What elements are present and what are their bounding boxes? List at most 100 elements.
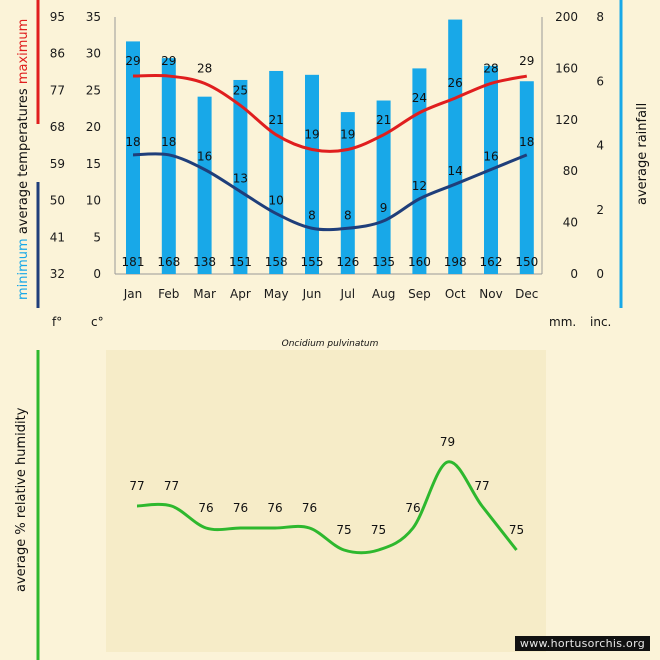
humidity-value-label: 77 xyxy=(129,479,144,493)
rainfall-bar xyxy=(233,79,248,274)
site-watermark: www.hortusorchis.org xyxy=(514,636,650,651)
fahrenheit-tick: 32 xyxy=(50,267,65,281)
celsius-tick: 35 xyxy=(86,10,101,24)
rainfall-value-label: 135 xyxy=(372,255,395,269)
celsius-tick: 20 xyxy=(86,120,101,134)
humidity-value-label: 75 xyxy=(371,523,386,537)
min-temp-value-label: 18 xyxy=(125,135,140,149)
rainfall-bar xyxy=(376,100,391,275)
month-tick: May xyxy=(264,287,289,301)
min-temp-value-label: 9 xyxy=(380,201,388,215)
humidity-panel-background xyxy=(106,350,546,652)
rainfall-value-label: 162 xyxy=(480,255,503,269)
celsius-tick: 10 xyxy=(86,194,101,208)
celsius-unit-label: c° xyxy=(91,315,104,329)
mm-tick: 120 xyxy=(555,113,578,127)
month-tick: Jul xyxy=(340,287,355,301)
max-temp-label: maximum xyxy=(16,19,31,85)
rainfall-bar xyxy=(519,81,534,274)
month-tick: Mar xyxy=(193,287,216,301)
celsius-tick: 0 xyxy=(93,267,101,281)
rainfall-value-label: 126 xyxy=(336,255,359,269)
mm-tick: 80 xyxy=(563,164,578,178)
min-temp-value-label: 18 xyxy=(161,135,176,149)
inch-tick: 6 xyxy=(596,74,604,88)
temperature-axis-title: minimum average temperatures maximum xyxy=(16,19,31,300)
max-temp-value-label: 21 xyxy=(269,113,284,127)
rainfall-bar xyxy=(412,68,427,275)
rainfall-bar xyxy=(448,19,463,274)
mm-tick: 160 xyxy=(555,61,578,75)
top-chart-axes: 0325411050155920682577308635950408012016… xyxy=(50,10,604,301)
inch-tick: 4 xyxy=(596,139,604,153)
humidity-value-label: 76 xyxy=(198,501,213,515)
max-temp-value-label: 28 xyxy=(197,61,212,75)
humidity-value-label: 76 xyxy=(405,501,420,515)
min-temp-value-label: 8 xyxy=(308,208,316,222)
min-temp-value-label: 16 xyxy=(197,150,212,164)
month-tick: Sep xyxy=(408,287,431,301)
humidity-value-label: 77 xyxy=(474,479,489,493)
max-temp-value-label: 29 xyxy=(161,54,176,68)
max-temp-value-label: 19 xyxy=(340,127,355,141)
rainfall-value-label: 158 xyxy=(265,255,288,269)
min-temp-label: minimum xyxy=(16,238,31,300)
humidity-chart: 77 77 76 76 76 76 75 75 76 79 77 75 xyxy=(129,435,524,555)
fahrenheit-tick: 86 xyxy=(50,47,65,61)
rainfall-value-label: 168 xyxy=(157,255,180,269)
month-tick: Nov xyxy=(479,287,502,301)
temperature-lines xyxy=(132,74,528,232)
inch-unit-label: inc. xyxy=(590,315,611,329)
temperature-title: average temperatures xyxy=(16,88,31,234)
rainfall-bar xyxy=(269,70,284,274)
max-temp-value-label: 24 xyxy=(412,91,427,105)
max-temp-value-label: 26 xyxy=(448,76,463,90)
max-temp-value-label: 19 xyxy=(304,127,319,141)
fahrenheit-tick: 68 xyxy=(50,120,65,134)
min-temp-value-label: 10 xyxy=(269,194,284,208)
min-temp-value-label: 12 xyxy=(412,179,427,193)
mm-tick: 200 xyxy=(555,10,578,24)
fahrenheit-tick: 41 xyxy=(50,230,65,244)
mm-tick: 40 xyxy=(563,216,578,230)
humidity-value-label: 77 xyxy=(164,479,179,493)
rainfall-value-label: 150 xyxy=(515,255,538,269)
max-temp-value-label: 25 xyxy=(233,83,248,97)
humidity-value-label: 79 xyxy=(440,435,455,449)
humidity-line xyxy=(136,460,518,555)
month-tick: Aug xyxy=(372,287,395,301)
rainfall-axis-title: average rainfall xyxy=(635,103,650,205)
celsius-tick: 30 xyxy=(86,47,101,61)
mm-unit-label: mm. xyxy=(549,315,576,329)
max-temp-value-label: 21 xyxy=(376,113,391,127)
max-temp-value-label: 29 xyxy=(519,54,534,68)
rainfall-value-label: 181 xyxy=(122,255,145,269)
min-temp-value-label: 14 xyxy=(448,164,463,178)
species-subtitle: Oncidium pulvinatum xyxy=(282,339,379,349)
max-temp-value-label: 28 xyxy=(483,61,498,75)
max-temp-line xyxy=(132,74,528,153)
rainfall-value-label: 160 xyxy=(408,255,431,269)
rainfall-value-label: 198 xyxy=(444,255,467,269)
min-temp-value-label: 18 xyxy=(519,135,534,149)
rainfall-bar xyxy=(197,96,212,274)
rainfall-bar xyxy=(340,112,355,274)
humidity-value-label: 76 xyxy=(233,501,248,515)
fahrenheit-tick: 59 xyxy=(50,157,65,171)
humidity-value-label: 76 xyxy=(267,501,282,515)
top-panel-background xyxy=(0,0,660,345)
min-temp-value-label: 8 xyxy=(344,208,352,222)
inch-tick: 0 xyxy=(596,267,604,281)
inch-tick: 8 xyxy=(596,10,604,24)
celsius-tick: 25 xyxy=(86,83,101,97)
month-tick: Jun xyxy=(302,287,322,301)
humidity-value-label: 75 xyxy=(336,523,351,537)
month-tick: Oct xyxy=(445,287,466,301)
month-tick: Dec xyxy=(515,287,538,301)
rainfall-value-label: 155 xyxy=(301,255,324,269)
humidity-axis-title: average % relative humidity xyxy=(14,407,29,592)
rainfall-bar xyxy=(305,74,319,274)
max-temp-value-label: 29 xyxy=(125,54,140,68)
